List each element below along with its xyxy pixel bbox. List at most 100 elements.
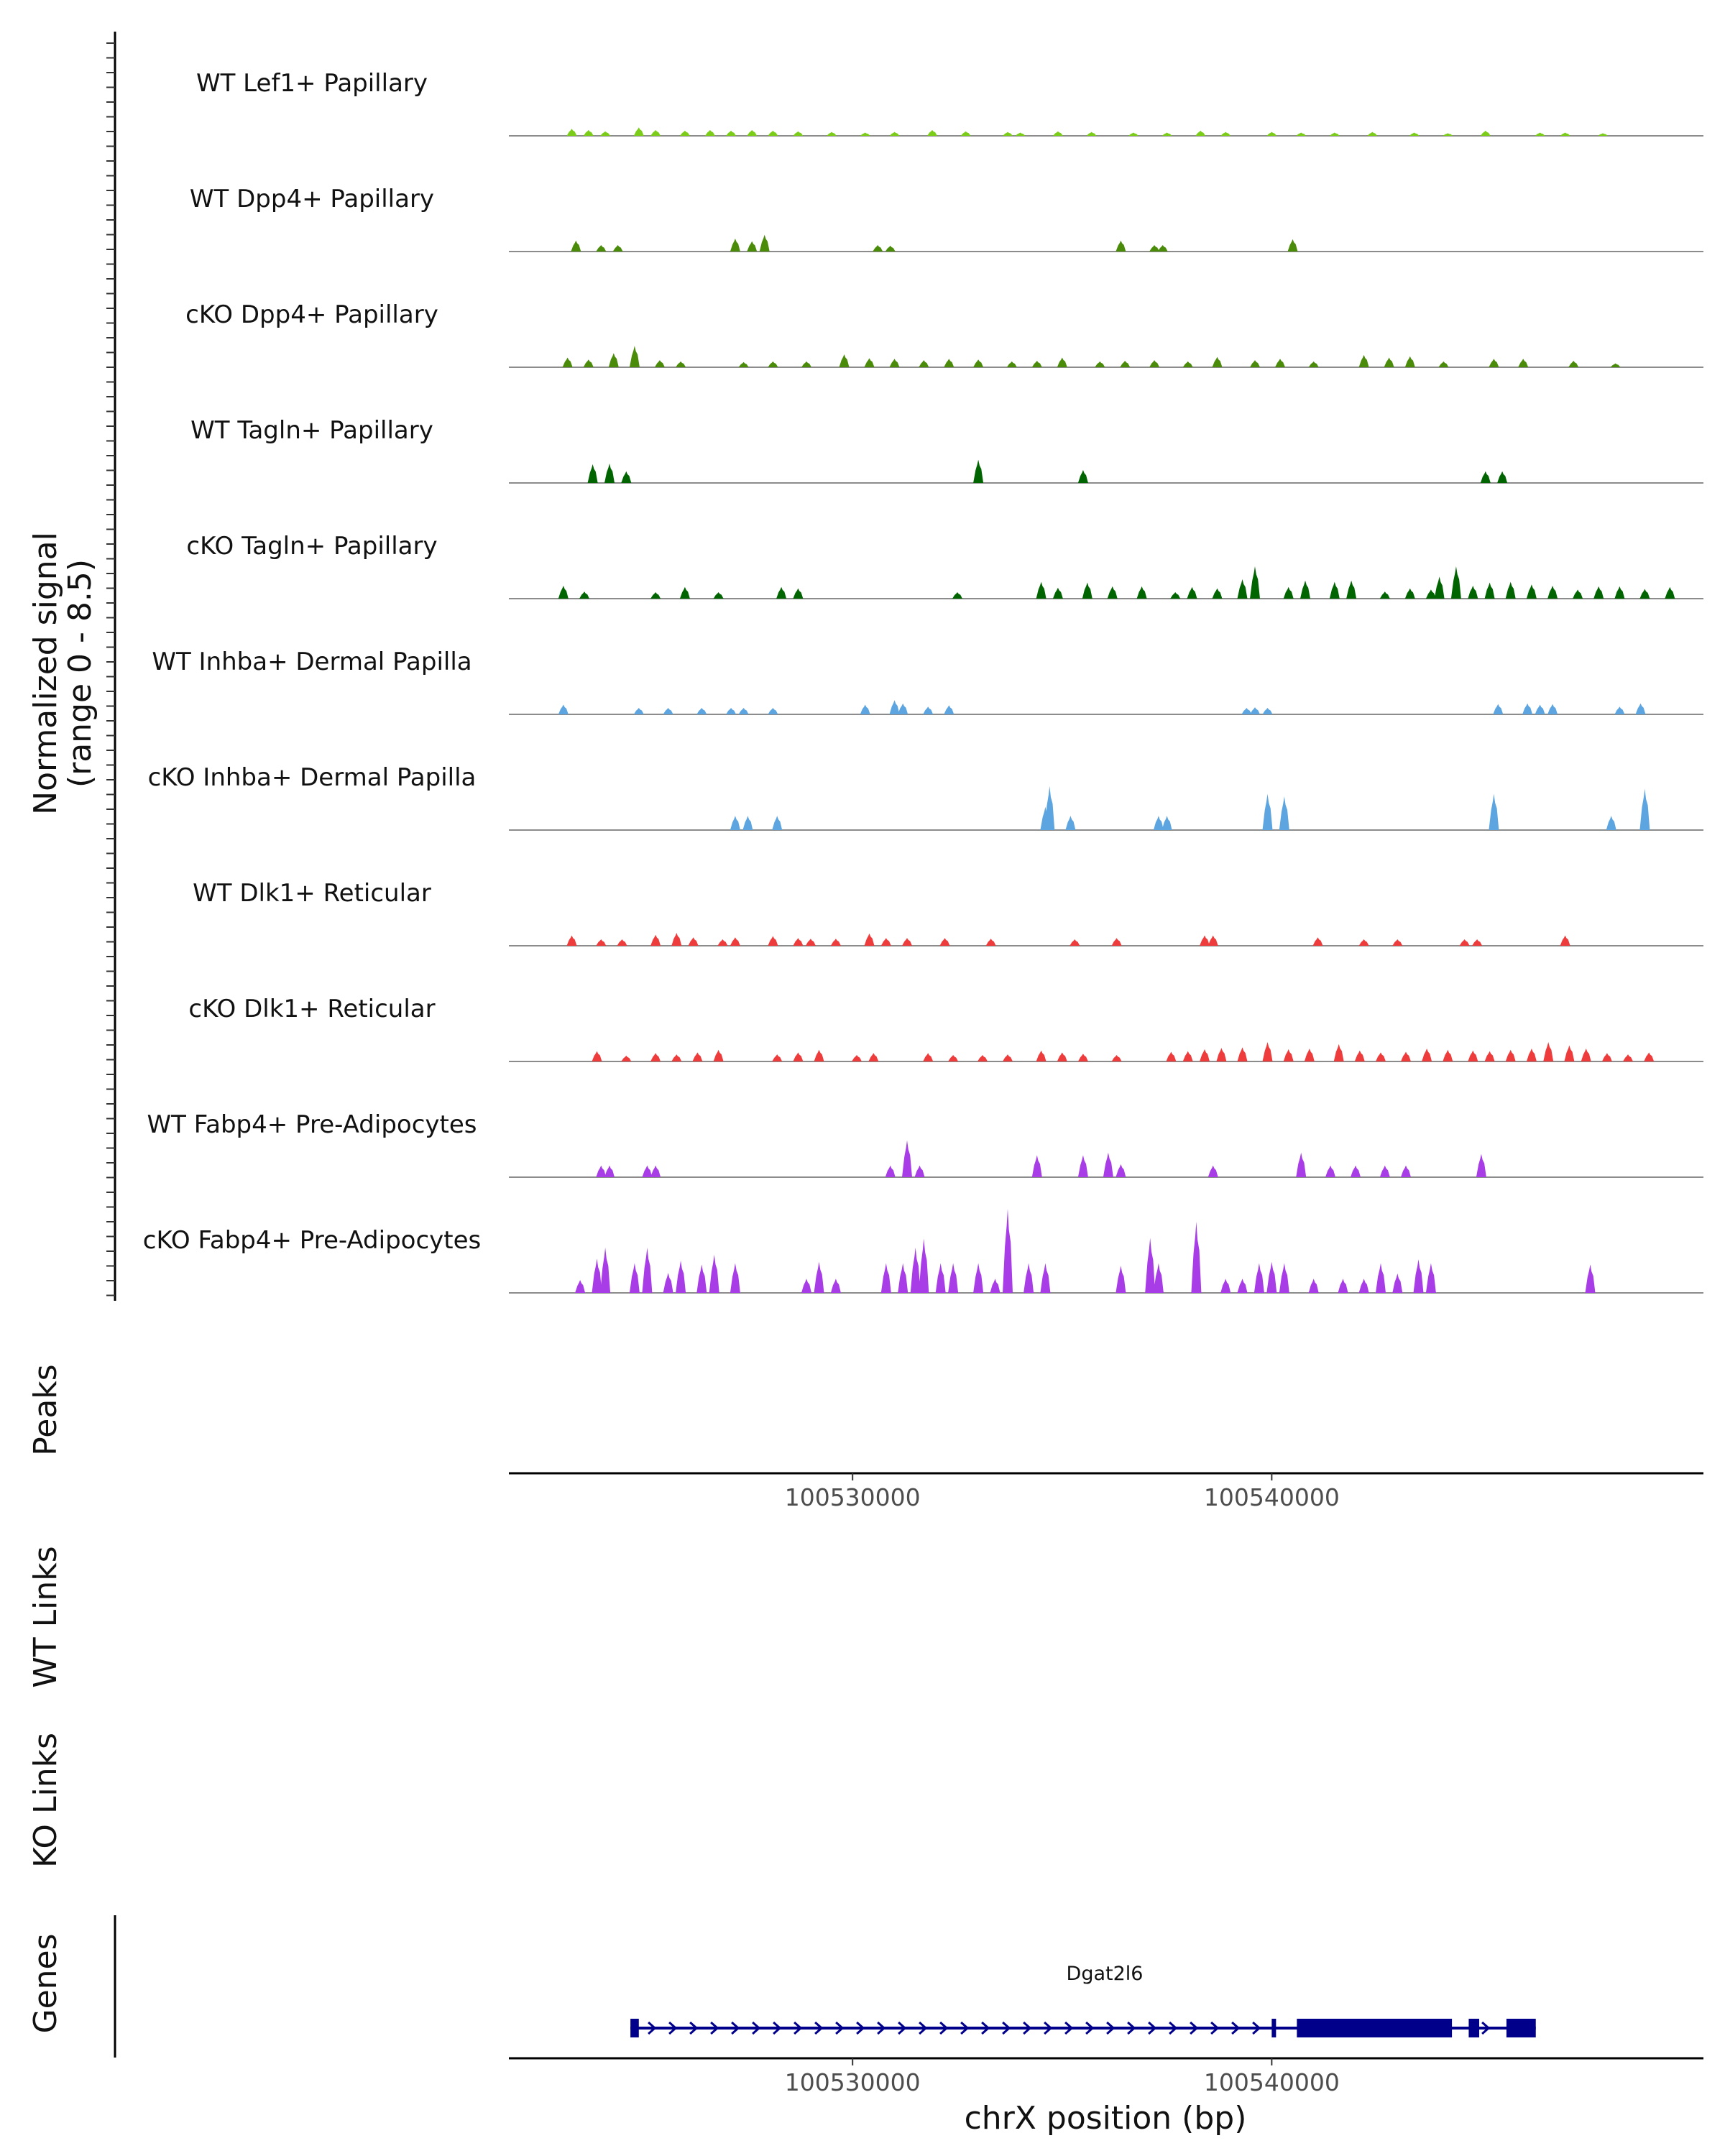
coverage-peak — [1376, 1263, 1386, 1293]
coverage-peak — [1409, 132, 1420, 136]
coverage-peak — [742, 816, 753, 830]
strand-arrow-icon — [1190, 2021, 1199, 2035]
coverage-peak — [1384, 357, 1394, 367]
coverage-peak — [571, 240, 581, 252]
strand-arrow-icon — [1002, 2021, 1011, 2035]
strand-arrow-icon — [898, 2021, 907, 2035]
coverage-peak — [1522, 703, 1533, 714]
coverage-peak — [1404, 356, 1415, 367]
peaks-x-axis: 100530000 100540000 — [785, 1473, 1340, 1511]
coverage-peak — [592, 1051, 602, 1061]
coverage-peak — [1379, 591, 1390, 599]
coverage-peak — [1170, 592, 1181, 599]
coverage-peak — [650, 934, 661, 946]
coverage-peak — [1468, 586, 1478, 599]
track-label: WT Fabp4+ Pre-Adipocytes — [147, 1110, 477, 1139]
coverage-peak — [990, 1279, 1000, 1293]
coverage-peak — [898, 703, 908, 714]
strand-arrow-icon — [1481, 2021, 1491, 2035]
coverage-peak — [919, 1238, 929, 1293]
coverage-peak — [1535, 704, 1545, 714]
coverage-peak — [730, 937, 740, 946]
coverage-peak — [1526, 1049, 1537, 1061]
coverage-peak — [726, 708, 737, 714]
track-wt-tagln-papillary: WT Tagln+ Papillary — [190, 416, 1703, 484]
coverage-peak — [1200, 935, 1210, 946]
coverage-peak — [617, 939, 627, 946]
strand-arrow-icon — [919, 2021, 928, 2035]
coverage-peak — [633, 708, 644, 714]
coverage-peak — [1598, 133, 1608, 136]
coverage-peak — [1300, 580, 1310, 599]
coverage-peak — [1200, 1049, 1210, 1061]
coverage-peak — [885, 1165, 896, 1177]
coverage-peak — [1535, 132, 1545, 136]
coverage-peak — [814, 1049, 824, 1061]
coverage-peak — [654, 360, 665, 367]
coverage-peak — [650, 1053, 661, 1061]
coverage-peak — [713, 592, 724, 599]
y-axis-range-label: (range 0 - 8.5) — [62, 559, 98, 788]
coverage-peak — [1425, 1263, 1436, 1293]
coverage-peak — [1287, 239, 1298, 252]
coverage-peak — [898, 1263, 908, 1293]
coverage-peak — [793, 131, 804, 136]
coverage-peak — [1250, 707, 1260, 714]
gene-name-label: Dgat2l6 — [1067, 1963, 1144, 1985]
coverage-peak — [1262, 1042, 1273, 1061]
track-label: WT Tagln+ Papillary — [190, 416, 433, 445]
coverage-peak — [1443, 133, 1453, 136]
coverage-peak — [1573, 589, 1583, 599]
coverage-peak — [1404, 588, 1415, 599]
coverage-peak — [944, 359, 954, 367]
coverage-peak — [1250, 566, 1260, 599]
coverage-peak — [562, 357, 573, 367]
coverage-peak — [679, 130, 690, 136]
track-label: WT Dpp4+ Papillary — [190, 185, 434, 213]
coverage-tracks: WT Lef1+ Papillary WT Dpp4+ Papillary cKO … — [143, 69, 1703, 1294]
coverage-peak — [1484, 582, 1495, 599]
strand-arrow-icon — [752, 2021, 761, 2035]
coverage-peak — [1070, 939, 1080, 946]
coverage-peak — [948, 1263, 959, 1293]
coverage-peak — [1116, 1266, 1126, 1293]
coverage-peak — [747, 241, 758, 252]
strand-arrow-icon — [981, 2021, 990, 2035]
coverage-peak — [1489, 359, 1499, 367]
coverage-peak — [1162, 816, 1172, 830]
coverage-peak — [1279, 796, 1289, 830]
coverage-peak — [704, 129, 715, 136]
track-wt-fabp4-pre-adipocytes: WT Fabp4+ Pre-Adipocytes — [147, 1110, 1703, 1178]
strand-arrow-icon — [1252, 2021, 1261, 2035]
coverage-peak — [1468, 1050, 1478, 1061]
strand-arrow-icon — [689, 2021, 699, 2035]
coverage-peak — [1103, 1152, 1113, 1177]
coverage-peak — [1472, 939, 1483, 946]
coverage-peak — [1296, 132, 1307, 136]
coverage-peak — [738, 708, 749, 714]
coverage-peak — [827, 132, 837, 136]
coverage-peak — [1358, 939, 1369, 946]
coverage-peak — [1346, 580, 1357, 599]
coverage-peak — [801, 361, 811, 367]
coverage-peak — [650, 592, 661, 599]
track-wt-dlk1-reticular: WT Dlk1+ Reticular — [193, 879, 1703, 946]
peaks-x-axis-tick-label: 100540000 — [1204, 1483, 1340, 1511]
coverage-peak — [579, 591, 589, 599]
coverage-peak — [1082, 582, 1092, 599]
coverage-peak — [768, 708, 778, 714]
coverage-peak — [1003, 1209, 1013, 1293]
coverage-peak — [985, 939, 996, 946]
coverage-peak — [587, 464, 598, 483]
coverage-peak — [1145, 1238, 1156, 1293]
coverage-peak — [583, 359, 594, 367]
coverage-peak — [772, 1054, 783, 1061]
coverage-peak — [805, 939, 816, 946]
coverage-peak — [1505, 1049, 1516, 1061]
coverage-peak — [1024, 1263, 1034, 1293]
coverage-peak — [1031, 361, 1042, 367]
coverage-peak — [1329, 132, 1340, 136]
coverage-peak — [671, 1054, 682, 1061]
coverage-peak — [1547, 704, 1558, 714]
coverage-peak — [1296, 1152, 1307, 1177]
